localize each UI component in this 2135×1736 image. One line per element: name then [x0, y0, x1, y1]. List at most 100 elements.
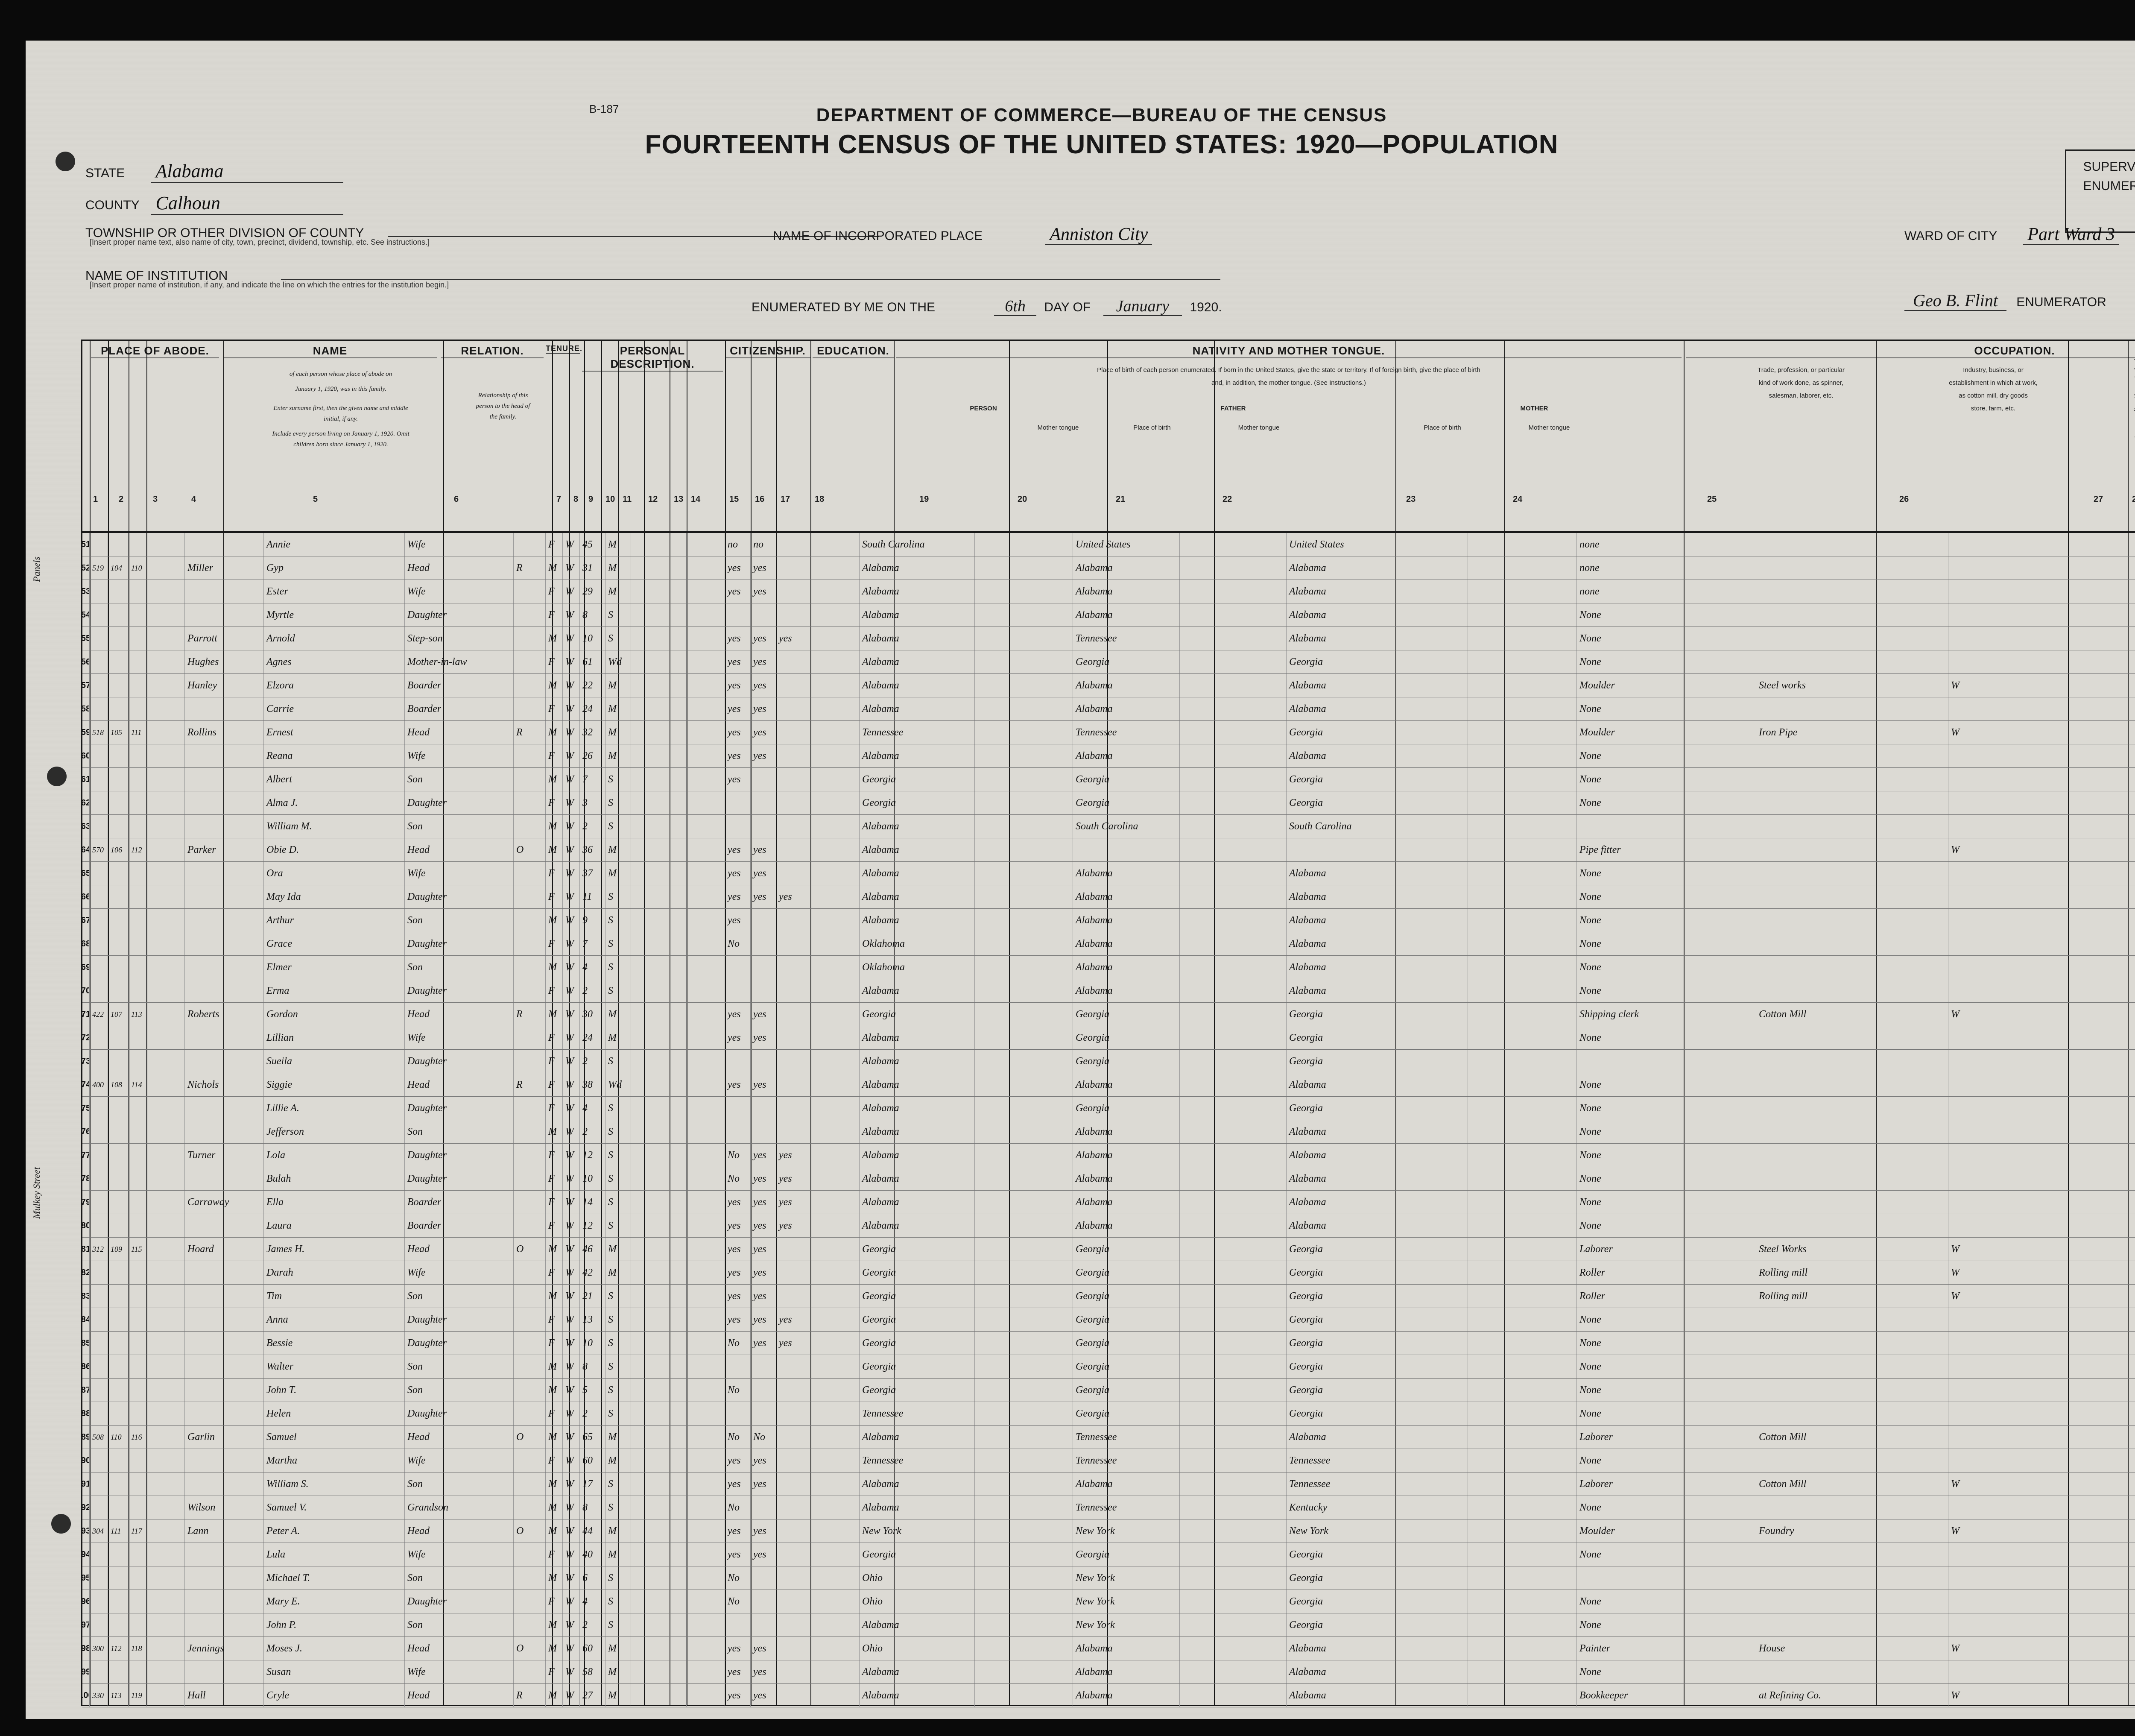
- cell-attended-school[interactable]: No: [725, 1167, 751, 1190]
- cell-family-number[interactable]: [146, 1238, 185, 1261]
- cell-marital-status[interactable]: M: [605, 1026, 631, 1049]
- cell-mother-birthplace[interactable]: Georgia: [1287, 791, 1468, 814]
- cell-occupation-employer-type[interactable]: [1948, 1120, 2135, 1143]
- cell-surname[interactable]: [185, 1449, 264, 1472]
- cell-able-to-read[interactable]: yes: [751, 1144, 776, 1167]
- cell-occupation-employer-type[interactable]: [1948, 650, 2135, 673]
- cell-age[interactable]: 37: [580, 862, 605, 885]
- cell-able-to-read[interactable]: yes: [751, 838, 776, 861]
- cell-marital-status[interactable]: M: [605, 721, 631, 744]
- cell-street[interactable]: [90, 650, 108, 673]
- cell-occupation-industry[interactable]: [1756, 650, 1948, 673]
- cell-age[interactable]: 10: [580, 627, 605, 650]
- cell-family-number[interactable]: [146, 556, 185, 580]
- cell-attended-school[interactable]: yes: [725, 721, 751, 744]
- cell-sex[interactable]: M: [546, 956, 563, 979]
- cell-age[interactable]: 8: [580, 1496, 605, 1519]
- cell-naturalization[interactable]: [687, 791, 725, 814]
- cell-person-birthplace[interactable]: Alabama: [860, 674, 975, 697]
- cell-relation[interactable]: Wife: [405, 533, 514, 556]
- cell-person-birthplace[interactable]: Ohio: [860, 1637, 975, 1660]
- cell-family-number[interactable]: [146, 1332, 185, 1355]
- cell-father-mothertongue[interactable]: [1180, 1308, 1287, 1331]
- cell-house-number[interactable]: [108, 1402, 129, 1425]
- cell-citizenship-years[interactable]: [631, 1566, 687, 1590]
- cell-father-mothertongue[interactable]: [1180, 1332, 1287, 1355]
- cell-street[interactable]: 312: [90, 1238, 108, 1261]
- cell-naturalization[interactable]: [687, 1026, 725, 1049]
- cell-father-mothertongue[interactable]: [1180, 1026, 1287, 1049]
- cell-occupation-employer-type[interactable]: [1948, 744, 2135, 767]
- cell-surname[interactable]: Garlin: [185, 1426, 264, 1449]
- cell-citizenship-years[interactable]: [631, 556, 687, 580]
- cell-tenure[interactable]: [514, 1613, 546, 1636]
- cell-mother-mothertongue[interactable]: [1468, 1332, 1577, 1355]
- cell-person-mothertongue[interactable]: [975, 650, 1073, 673]
- cell-naturalization[interactable]: [687, 932, 725, 955]
- cell-street[interactable]: [90, 1050, 108, 1073]
- cell-relation[interactable]: Son: [405, 1285, 514, 1308]
- cell-color-race[interactable]: W: [563, 1191, 580, 1214]
- cell-occupation-industry[interactable]: [1756, 1308, 1948, 1331]
- cell-color-race[interactable]: W: [563, 580, 580, 603]
- cell-street[interactable]: [90, 1613, 108, 1636]
- cell-house-number[interactable]: [108, 979, 129, 1002]
- cell-dwelling-number[interactable]: 116: [129, 1426, 146, 1449]
- cell-father-mothertongue[interactable]: [1180, 1684, 1287, 1707]
- cell-able-to-write[interactable]: [776, 1566, 860, 1590]
- cell-sex[interactable]: F: [546, 650, 563, 673]
- cell-mother-mothertongue[interactable]: [1468, 674, 1577, 697]
- cell-father-birthplace[interactable]: Georgia: [1073, 1003, 1180, 1026]
- cell-attended-school[interactable]: yes: [725, 556, 751, 580]
- cell-family-number[interactable]: [146, 697, 185, 720]
- cell-family-number[interactable]: [146, 979, 185, 1002]
- cell-occupation-industry[interactable]: [1756, 580, 1948, 603]
- cell-able-to-read[interactable]: yes: [751, 1003, 776, 1026]
- cell-age[interactable]: 17: [580, 1473, 605, 1496]
- cell-family-number[interactable]: [146, 1543, 185, 1566]
- cell-family-number[interactable]: [146, 862, 185, 885]
- cell-surname[interactable]: [185, 1355, 264, 1378]
- cell-street[interactable]: [90, 791, 108, 814]
- cell-house-number[interactable]: [108, 1613, 129, 1636]
- cell-person-birthplace[interactable]: Alabama: [860, 580, 975, 603]
- cell-occupation-employer-type[interactable]: [1948, 979, 2135, 1002]
- cell-occupation-employer-type[interactable]: [1948, 533, 2135, 556]
- cell-color-race[interactable]: W: [563, 1473, 580, 1496]
- cell-tenure[interactable]: O: [514, 1238, 546, 1261]
- cell-mother-mothertongue[interactable]: [1468, 1426, 1577, 1449]
- cell-naturalization[interactable]: [687, 768, 725, 791]
- cell-father-birthplace[interactable]: Alabama: [1073, 1214, 1180, 1237]
- cell-attended-school[interactable]: yes: [725, 1543, 751, 1566]
- cell-attended-school[interactable]: yes: [725, 1473, 751, 1496]
- cell-attended-school[interactable]: No: [725, 1496, 751, 1519]
- cell-father-birthplace[interactable]: New York: [1073, 1519, 1180, 1543]
- cell-relation[interactable]: Grandson: [405, 1496, 514, 1519]
- cell-mother-birthplace[interactable]: Kentucky: [1287, 1496, 1468, 1519]
- cell-family-number[interactable]: [146, 1519, 185, 1543]
- cell-father-birthplace[interactable]: Alabama: [1073, 580, 1180, 603]
- cell-person-mothertongue[interactable]: [975, 1496, 1073, 1519]
- cell-person-mothertongue[interactable]: [975, 1285, 1073, 1308]
- cell-able-to-write[interactable]: [776, 1637, 860, 1660]
- cell-occupation-employer-type[interactable]: [1948, 580, 2135, 603]
- cell-street[interactable]: [90, 885, 108, 908]
- cell-attended-school[interactable]: [725, 1402, 751, 1425]
- cell-relation[interactable]: Son: [405, 1379, 514, 1402]
- cell-mother-mothertongue[interactable]: [1468, 1261, 1577, 1284]
- cell-occupation-trade[interactable]: None: [1577, 1379, 1756, 1402]
- cell-able-to-read[interactable]: yes: [751, 1026, 776, 1049]
- cell-occupation-trade[interactable]: None: [1577, 1120, 1756, 1143]
- cell-street[interactable]: [90, 1590, 108, 1613]
- cell-street[interactable]: [90, 1026, 108, 1049]
- table-row[interactable]: 93304111117LannPeter A.HeadOMW44MyesyesN…: [82, 1519, 2135, 1543]
- cell-able-to-read[interactable]: [751, 932, 776, 955]
- cell-able-to-read[interactable]: yes: [751, 580, 776, 603]
- cell-street[interactable]: [90, 1402, 108, 1425]
- cell-occupation-trade[interactable]: None: [1577, 1402, 1756, 1425]
- cell-relation[interactable]: Son: [405, 1473, 514, 1496]
- cell-sex[interactable]: F: [546, 1050, 563, 1073]
- cell-marital-status[interactable]: S: [605, 1473, 631, 1496]
- cell-mother-mothertongue[interactable]: [1468, 1566, 1577, 1590]
- cell-house-number[interactable]: [108, 1332, 129, 1355]
